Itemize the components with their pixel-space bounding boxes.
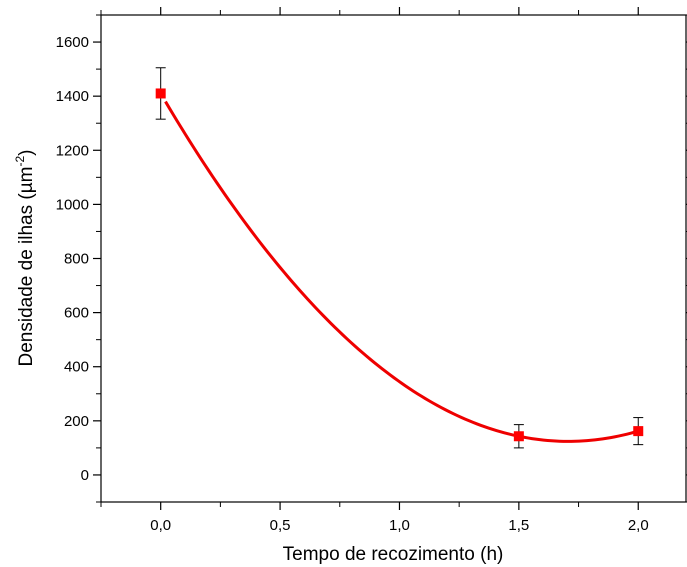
fit-layer bbox=[164, 100, 639, 443]
x-axis-title: Tempo de recozimento (h) bbox=[283, 544, 504, 565]
y-tick-label: 200 bbox=[64, 413, 89, 430]
y-tick-label: 1600 bbox=[56, 34, 89, 51]
x-tick-label: 1,5 bbox=[508, 517, 529, 534]
data-point bbox=[633, 426, 644, 437]
points-layer bbox=[155, 88, 644, 442]
y-tick-label: 1200 bbox=[56, 142, 89, 159]
x-tick-label: 0,0 bbox=[150, 517, 171, 534]
y-axis-title-prefix: Densidade de ilhas ( bbox=[16, 193, 37, 367]
x-tick-label: 1,0 bbox=[389, 517, 410, 534]
y-axis-title-unit: µm bbox=[16, 167, 37, 194]
y-tick-label: 800 bbox=[64, 251, 89, 268]
data-point bbox=[513, 431, 524, 442]
x-tick-label: 2,0 bbox=[628, 517, 649, 534]
plot-frame bbox=[100, 14, 687, 503]
y-tick-label: 600 bbox=[64, 305, 89, 322]
fit-curve bbox=[164, 100, 639, 443]
y-axis-title: Densidade de ilhas (µm-2) bbox=[13, 150, 37, 367]
y-tick-label: 400 bbox=[64, 359, 89, 376]
y-axis-title-superscript: -2 bbox=[13, 156, 27, 167]
y-tick-label: 1000 bbox=[56, 196, 89, 213]
data-point bbox=[155, 88, 166, 99]
y-tick-label: 0 bbox=[81, 467, 89, 484]
tick-labels-layer: 0,0 0,5 1,0 1,5 2,0 0 200 400 600 800 1000 1200 1400… bbox=[56, 34, 649, 534]
error-bars-layer bbox=[155, 67, 644, 449]
ticks-layer bbox=[93, 7, 687, 510]
y-tick-label: 1400 bbox=[56, 88, 89, 105]
x-tick-label: 0,5 bbox=[270, 517, 291, 534]
y-axis-title-suffix: ) bbox=[16, 150, 37, 156]
